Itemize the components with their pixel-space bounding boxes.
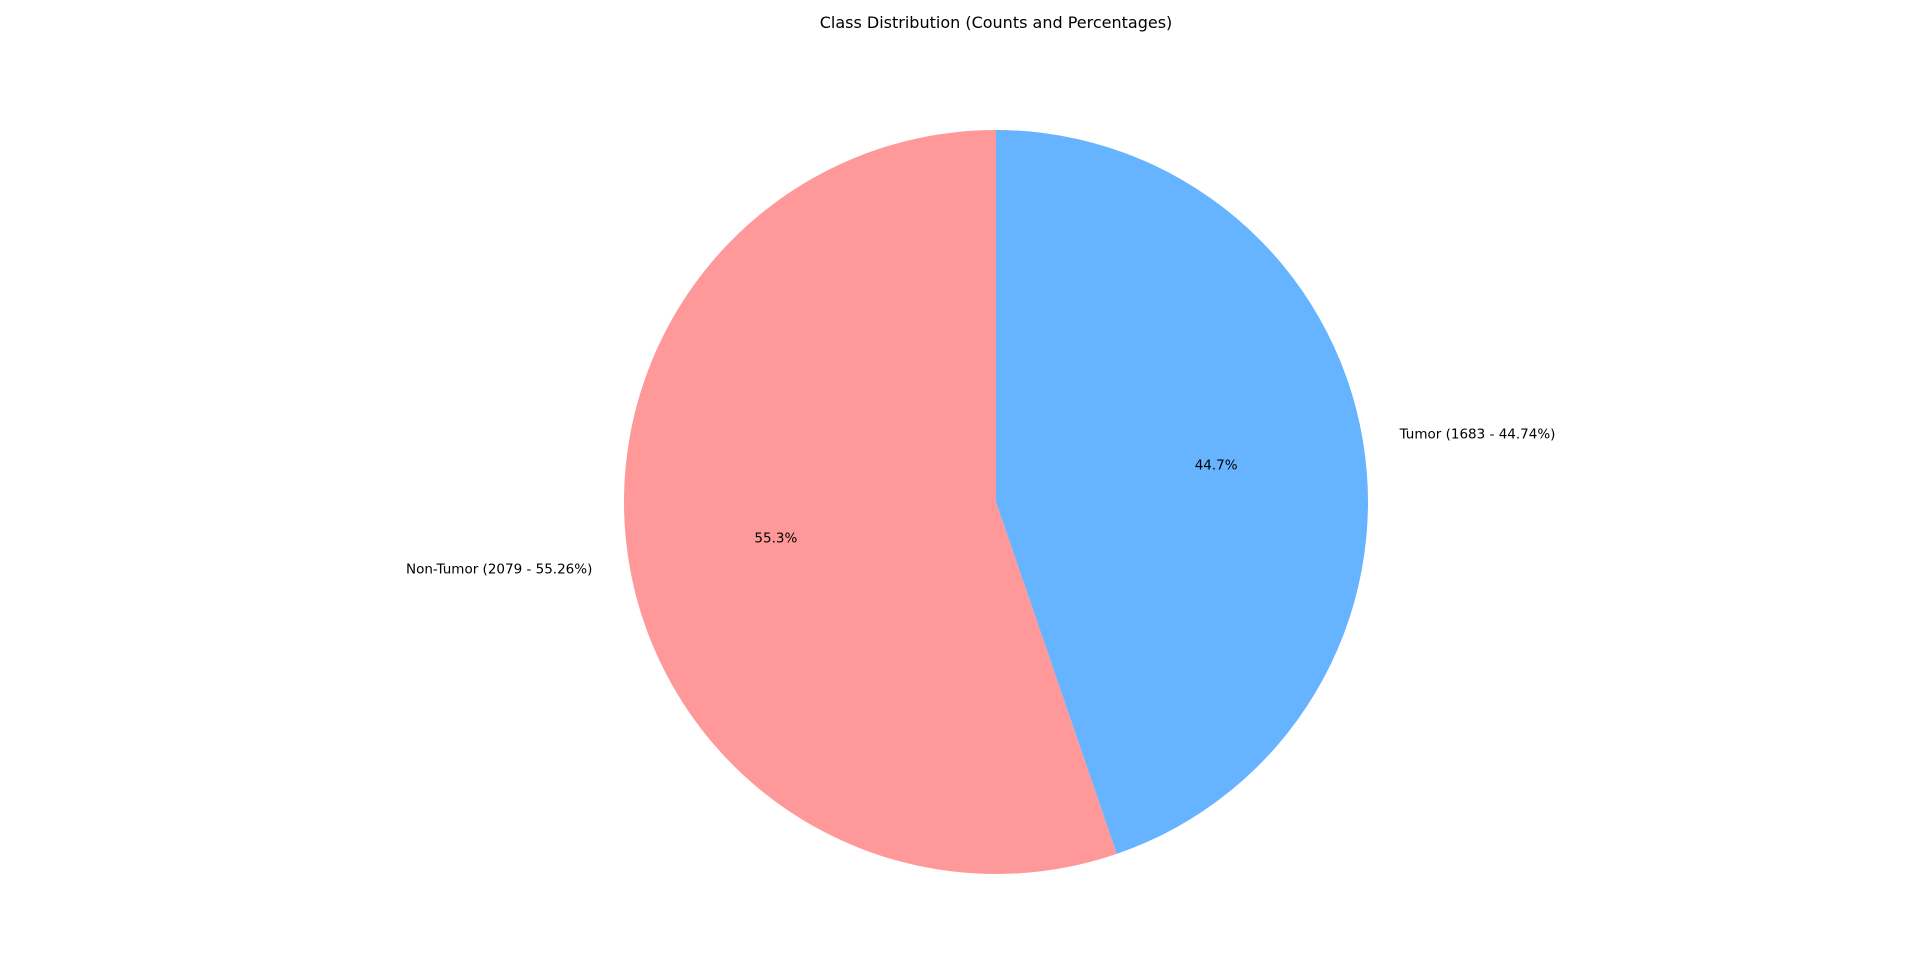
pie-slice-tumor xyxy=(996,130,1368,854)
slice-label-non-tumor: Non-Tumor (2079 - 55.26%) xyxy=(406,561,592,577)
pie-slice-labels: Tumor (1683 - 44.74%) Non-Tumor (2079 - 5… xyxy=(406,427,1555,578)
slice-percent-non-tumor: 55.3% xyxy=(754,531,797,547)
slice-label-tumor: Tumor (1683 - 44.74%) xyxy=(1399,427,1556,443)
pie-slice-non-tumor xyxy=(623,130,1117,874)
pie-slices xyxy=(623,130,1368,874)
pie-percent-labels: 44.7% 55.3% xyxy=(754,457,1237,546)
slice-percent-tumor: 44.7% xyxy=(1195,457,1238,473)
chart-title: Class Distribution (Counts and Percentag… xyxy=(820,13,1173,32)
